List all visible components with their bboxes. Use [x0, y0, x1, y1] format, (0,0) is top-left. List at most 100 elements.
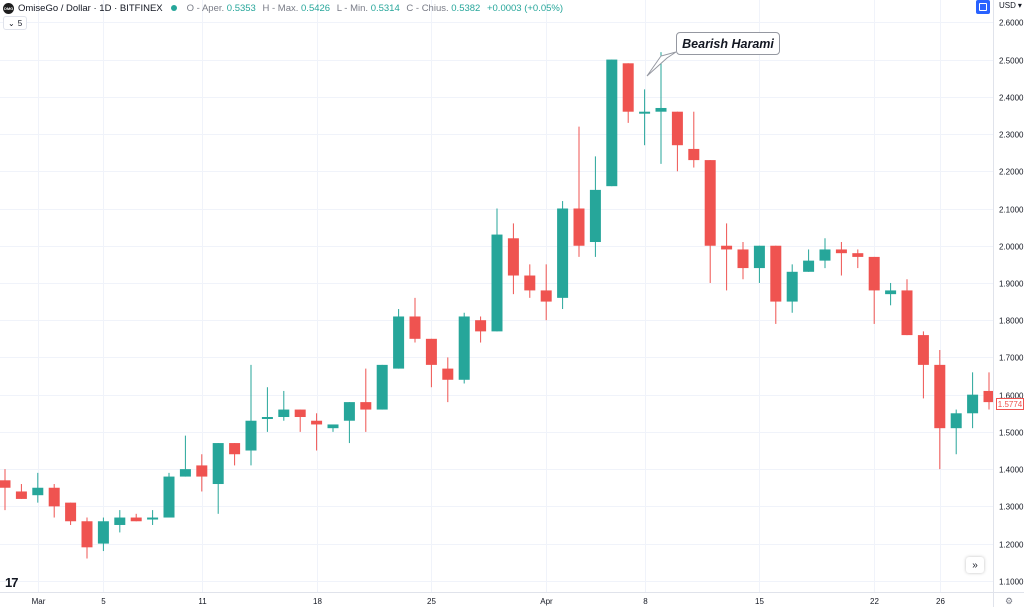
- candle[interactable]: [557, 201, 569, 310]
- candle[interactable]: [803, 249, 815, 272]
- candle[interactable]: [786, 264, 798, 313]
- candle[interactable]: [393, 309, 405, 369]
- candle[interactable]: [950, 409, 962, 455]
- candle-body: [803, 260, 815, 272]
- candle-body: [147, 517, 159, 520]
- candle[interactable]: [15, 484, 27, 499]
- price-tick-label: 2.5000: [999, 57, 1024, 66]
- candle[interactable]: [114, 510, 126, 533]
- candle[interactable]: [458, 312, 470, 384]
- object-tree-button[interactable]: [976, 0, 990, 14]
- tradingview-logo-icon[interactable]: 17: [5, 575, 19, 590]
- candle[interactable]: [229, 443, 241, 466]
- candle[interactable]: [475, 316, 487, 343]
- candle[interactable]: [835, 242, 847, 276]
- candle[interactable]: [179, 435, 191, 477]
- collapse-indicators-button[interactable]: ⌄ 5: [3, 16, 28, 30]
- candle[interactable]: [671, 111, 683, 172]
- candle[interactable]: [901, 279, 913, 336]
- candle[interactable]: [327, 424, 339, 432]
- candle[interactable]: [196, 454, 208, 492]
- scroll-to-realtime-button[interactable]: »: [966, 557, 984, 573]
- price-tick-label: 1.7000: [999, 354, 1024, 363]
- candle[interactable]: [589, 156, 601, 257]
- time-tick-label: 25: [427, 597, 436, 606]
- candle[interactable]: [81, 517, 93, 559]
- candle-body: [311, 420, 323, 425]
- price-tick-label: 2.4000: [999, 94, 1024, 103]
- candle-body: [950, 413, 962, 429]
- candle[interactable]: [48, 484, 60, 518]
- time-axis[interactable]: Mar 5 11 18 25 Apr 8 15 22 26: [0, 592, 1024, 607]
- candle[interactable]: [622, 63, 634, 123]
- candle[interactable]: [983, 372, 994, 410]
- candle[interactable]: [409, 297, 421, 343]
- candle[interactable]: [852, 249, 864, 269]
- gear-icon[interactable]: ⚙: [1005, 596, 1014, 606]
- candle[interactable]: [360, 368, 372, 432]
- candle[interactable]: [967, 372, 979, 429]
- candle[interactable]: [819, 238, 831, 269]
- candle[interactable]: [343, 402, 355, 444]
- candle[interactable]: [507, 223, 519, 295]
- candle[interactable]: [639, 89, 651, 146]
- candle-body: [540, 290, 552, 302]
- candle[interactable]: [245, 364, 257, 466]
- double-chevron-right-icon: »: [972, 559, 978, 571]
- candle-body: [327, 424, 339, 429]
- candle[interactable]: [294, 409, 306, 432]
- low-value: 0.5314: [370, 2, 400, 14]
- time-tick-label: 22: [870, 597, 879, 606]
- chevron-down-icon: ⌄: [8, 18, 15, 28]
- candle[interactable]: [704, 160, 716, 283]
- candle[interactable]: [97, 517, 109, 552]
- symbol-title[interactable]: OmiseGo / Dollar · 1D · BITFINEX: [18, 2, 163, 14]
- candle[interactable]: [278, 390, 290, 421]
- candle[interactable]: [524, 264, 536, 298]
- candle-body: [179, 469, 191, 477]
- candle[interactable]: [540, 264, 552, 321]
- candle-body: [852, 253, 864, 257]
- candle[interactable]: [917, 331, 929, 399]
- candle-body: [245, 420, 257, 451]
- candle-body: [622, 63, 634, 112]
- indicator-count: 5: [17, 18, 23, 28]
- candle[interactable]: [442, 357, 454, 403]
- candle[interactable]: [65, 502, 77, 525]
- candle-body: [458, 316, 470, 380]
- candle[interactable]: [261, 387, 273, 432]
- candle-body: [97, 521, 109, 544]
- candle-body: [294, 409, 306, 418]
- candle[interactable]: [934, 349, 946, 470]
- candle[interactable]: [688, 111, 700, 168]
- candle[interactable]: [753, 245, 765, 283]
- legend-header: OMG OmiseGo / Dollar · 1D · BITFINEX O -…: [3, 1, 567, 15]
- price-axis[interactable]: 1.1000 1.2000 1.3000 1.4000 1.5000 1.6000 1.70…: [993, 0, 1024, 607]
- bearish-harami-callout[interactable]: Bearish Harami: [676, 32, 780, 55]
- currency-selector[interactable]: USD ▾: [999, 1, 1022, 10]
- candle[interactable]: [737, 242, 749, 280]
- candle[interactable]: [573, 126, 585, 257]
- candle[interactable]: [606, 59, 618, 187]
- candle[interactable]: [311, 413, 323, 451]
- candle[interactable]: [770, 245, 782, 324]
- candle[interactable]: [885, 282, 897, 306]
- candle-body: [491, 234, 503, 332]
- candle[interactable]: [655, 52, 667, 164]
- candle[interactable]: [425, 338, 437, 388]
- candle[interactable]: [32, 472, 44, 503]
- candle[interactable]: [721, 223, 733, 291]
- candle[interactable]: [0, 469, 11, 511]
- candle[interactable]: [163, 472, 175, 518]
- time-tick-label: 5: [101, 597, 106, 606]
- symbol-logo: OMG: [3, 2, 14, 14]
- candle[interactable]: [491, 208, 503, 332]
- candle[interactable]: [868, 256, 880, 324]
- close-value: 0.5382: [451, 2, 481, 14]
- candle[interactable]: [376, 364, 388, 410]
- price-tick-label: 1.5000: [999, 429, 1024, 438]
- candle[interactable]: [130, 513, 142, 522]
- candle[interactable]: [212, 443, 224, 514]
- candle[interactable]: [147, 510, 159, 525]
